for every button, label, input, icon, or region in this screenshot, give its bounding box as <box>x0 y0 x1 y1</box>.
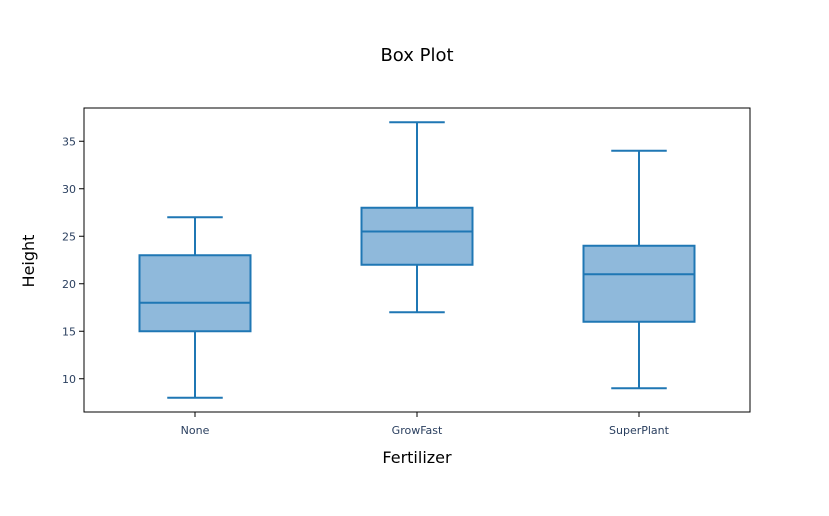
iqr-box <box>360 206 474 266</box>
y-axis: 10 15 20 25 30 35 <box>62 135 84 386</box>
y-tick-label: 15 <box>62 325 76 338</box>
x-axis: None GrowFast SuperPlant <box>181 412 670 437</box>
box-series <box>138 121 696 399</box>
iqr-box <box>138 254 252 333</box>
y-tick-label: 10 <box>62 373 76 386</box>
y-axis-title: Height <box>19 235 38 288</box>
y-tick-label: 35 <box>62 135 76 148</box>
y-tick-label: 20 <box>62 278 76 291</box>
x-tick-label: None <box>181 424 210 437</box>
x-axis-title: Fertilizer <box>382 448 452 467</box>
x-tick-label: GrowFast <box>392 424 443 437</box>
y-tick-label: 30 <box>62 183 76 196</box>
y-tick-label: 25 <box>62 230 76 243</box>
box-superplant <box>582 149 696 390</box>
box-growfast <box>360 121 474 314</box>
chart-title: Box Plot <box>380 45 453 66</box>
box-none <box>138 216 252 399</box>
x-tick-label: SuperPlant <box>609 424 670 437</box>
iqr-box <box>582 244 696 323</box>
